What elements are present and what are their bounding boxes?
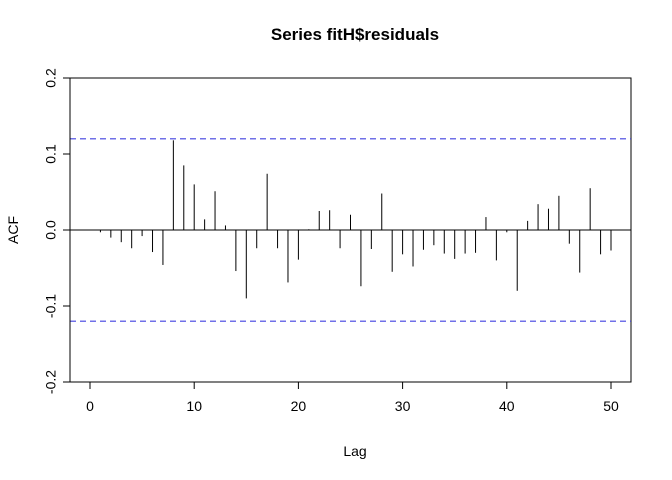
- x-tick-label: 40: [499, 398, 515, 414]
- x-tick-label: 0: [86, 398, 94, 414]
- y-tick-label: -0.2: [43, 370, 59, 394]
- x-axis: 0 10 20 30 40 50: [86, 381, 619, 414]
- x-tick-label: 20: [291, 398, 307, 414]
- x-tick-label: 50: [603, 398, 619, 414]
- x-tick-label: 30: [395, 398, 411, 414]
- y-axis: -0.2 -0.1 0.0 0.1 0.2: [43, 68, 71, 394]
- x-tick-label: 10: [186, 398, 202, 414]
- y-tick-label: 0.1: [43, 144, 59, 164]
- y-axis-label: ACF: [5, 216, 21, 244]
- confidence-bounds: [70, 138, 631, 322]
- chart-title: Series fitH$residuals: [271, 25, 439, 44]
- acf-bars: [99, 140, 612, 299]
- x-axis-label: Lag: [343, 443, 366, 459]
- y-tick-label: 0.2: [43, 68, 59, 88]
- y-tick-label: -0.1: [43, 294, 59, 318]
- y-tick-label: 0.0: [43, 220, 59, 240]
